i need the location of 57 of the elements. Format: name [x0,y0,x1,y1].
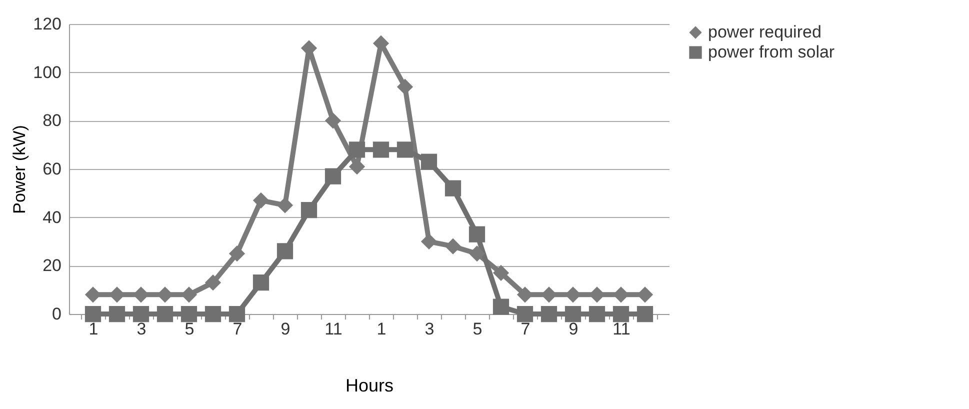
x-tick-label: 9 [280,320,290,338]
point [540,306,558,322]
point [132,306,150,322]
point [588,306,606,322]
point [204,306,222,322]
y-tick-label: 100 [33,62,62,82]
x-tick-label: 1 [376,320,386,338]
x-tick-label: 3 [424,320,434,338]
point [420,233,438,250]
point [516,306,534,322]
x-tick-label: 7 [232,320,242,338]
x-tick-label: 1 [88,320,98,338]
point [396,142,414,158]
point [156,306,174,322]
point [636,306,654,322]
y-tick-label: 0 [52,304,62,324]
point [108,306,126,322]
y-tick-label: 40 [42,208,62,227]
point [324,168,342,184]
y-axis-title: Power (kW) [10,125,30,214]
point [204,274,222,291]
y-tick-label: 20 [42,256,62,276]
x-tick-label: 3 [136,320,146,338]
y-tick-label: 120 [33,14,62,34]
point [492,298,510,315]
point [84,306,102,322]
y-tick-label: 80 [42,111,62,130]
point [300,202,318,218]
x-tick-label: 5 [184,320,194,338]
point [468,226,486,242]
x-tick-label: 9 [568,320,578,338]
point [444,180,462,196]
y-tick-label: 60 [42,160,62,178]
point [420,154,438,170]
point [348,142,366,158]
x-tick-label: 11 [612,320,630,338]
point [492,264,510,281]
point [372,142,390,158]
point [228,306,246,322]
point [252,192,270,208]
point [180,306,198,322]
point [468,246,486,262]
point [276,197,294,214]
x-tick-label: 5 [472,320,482,338]
point [228,246,246,262]
point [396,78,414,95]
x-axis-title: Hours [345,376,394,396]
point [252,274,270,291]
point [276,243,294,260]
point [612,306,630,322]
legend-label: power from solar [708,42,835,62]
point [324,112,342,129]
x-tick-label: 11 [324,320,342,338]
point [444,238,462,254]
point [564,306,582,322]
x-tick-label: 7 [520,320,530,338]
legend-label: power required [708,22,822,42]
